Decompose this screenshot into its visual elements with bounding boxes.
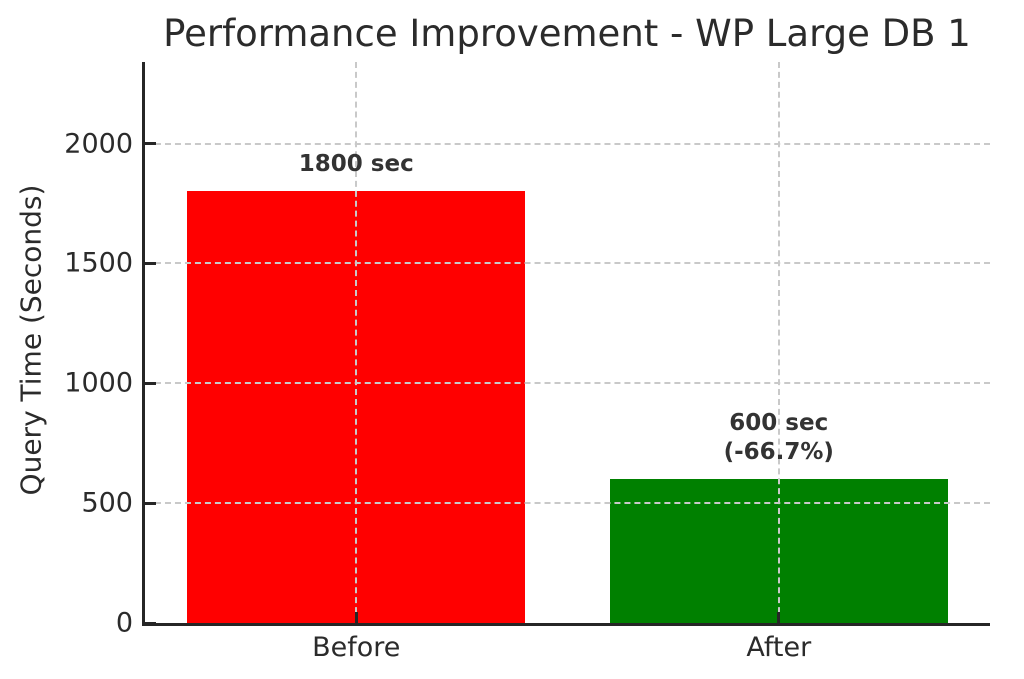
grid-line-y-1000 [145, 382, 990, 385]
bar-annotation-after: 600 sec (-66.7%) [609, 409, 949, 467]
y-tick-label-500: 500 [81, 487, 133, 519]
y-tick-1000 [145, 381, 156, 385]
y-tick-label-0: 0 [115, 607, 133, 639]
y-axis-label: Query Time (Seconds) [14, 184, 48, 496]
grid-line-y-1500 [145, 262, 990, 265]
y-tick-label-1500: 1500 [64, 247, 133, 279]
y-tick-1500 [145, 261, 156, 265]
y-tick-0 [145, 621, 156, 625]
y-tick-label-2000: 2000 [64, 128, 133, 159]
bar-annotation-line: 1800 sec [298, 151, 414, 178]
bottom-spine [142, 623, 990, 626]
y-tick-label-1000: 1000 [64, 367, 133, 399]
x-tick-after [777, 612, 781, 623]
grid-line-x-before [355, 62, 358, 623]
x-tick-label-before: Before [312, 632, 401, 663]
y-tick-500 [145, 501, 156, 505]
x-tick-before [354, 612, 358, 623]
chart-title: Performance Improvement - WP Large DB 1 [163, 12, 971, 55]
left-spine [142, 62, 145, 626]
grid-line-y-2000 [145, 142, 990, 145]
bar-annotation-line: (-66.7%) [723, 439, 834, 466]
y-tick-2000 [145, 142, 156, 145]
x-tick-label-after: After [746, 632, 812, 663]
grid-line-y-500 [145, 502, 990, 505]
bar-annotation-line: 600 sec [729, 410, 829, 437]
bar-annotation-before: 1800 sec [186, 150, 526, 179]
grid-line-x-after [777, 62, 780, 623]
